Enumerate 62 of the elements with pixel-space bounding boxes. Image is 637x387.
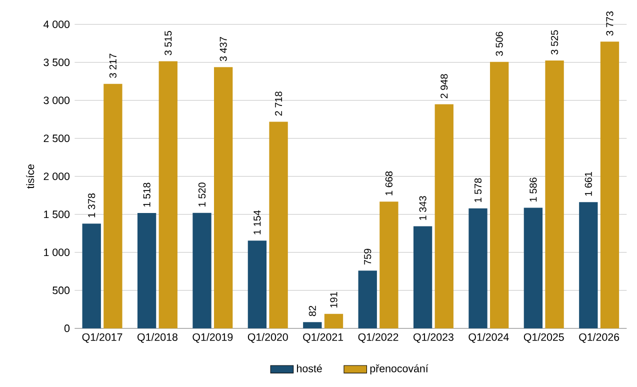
data-label: 1 661 [584,172,592,196]
x-tick-label: Q1/2017 [82,333,122,343]
bar [490,62,509,328]
data-label: 1 668 [385,171,392,196]
data-label: 82 [308,306,316,316]
bar [248,240,267,328]
data-label: 3 217 [109,54,116,78]
x-tick-label: Q1/2019 [192,333,233,343]
x-tick-label: Q1/2018 [138,333,178,343]
data-label: 759 [364,248,372,265]
y-tick-label: 1 000 [44,248,70,256]
data-label: 3 437 [220,37,227,62]
data-label: 3 773 [606,11,614,36]
x-tick-label: Q1/2024 [468,333,509,343]
bar [579,202,598,328]
x-tick-label: Q1/2025 [524,333,564,343]
bar [413,226,432,328]
y-tick-label: 0 [64,324,70,332]
data-label: 1 520 [198,182,206,206]
data-label: 1 154 [254,210,261,234]
data-label: 1 378 [88,193,96,218]
bar [324,314,344,328]
bar [380,202,398,328]
bar [303,322,322,328]
bar [104,84,122,328]
bar [214,67,233,328]
bar [158,61,178,328]
data-label: 3 525 [550,30,558,54]
data-label: 2 718 [274,92,282,116]
bar [192,212,212,328]
y-axis-title: tisíce [26,164,34,189]
x-tick-label: Q1/2023 [414,333,454,343]
bar [524,208,543,328]
bar [468,208,488,328]
y-tick-label: 500 [52,286,70,294]
x-tick-label: Q1/2021 [303,333,344,343]
y-tick-label: 3 000 [44,96,70,104]
bar [358,270,377,328]
data-label: 191 [330,292,338,308]
y-tick-label: 4 000 [44,20,70,28]
bar [269,122,288,328]
data-label: 2 948 [440,74,448,98]
bar [137,212,156,328]
y-tick-label: 2 500 [44,134,70,142]
y-tick-label: 2 000 [44,172,70,180]
data-label: 1 518 [143,182,150,207]
legend-label: hosté [296,364,322,372]
data-label: 1 343 [419,196,426,220]
data-label: 3 515 [164,31,172,56]
bar [600,42,620,328]
bar [434,104,454,328]
y-tick-label: 3 500 [44,58,70,66]
data-label: 1 586 [530,178,537,202]
bar [82,224,101,328]
bar [545,60,564,328]
x-tick-label: Q1/2022 [358,333,398,343]
data-label: 3 506 [496,32,503,56]
x-tick-label: Q1/2026 [579,333,620,343]
x-tick-label: Q1/2020 [248,333,288,343]
legend-label: přenocování [370,364,428,374]
y-tick-label: 1 500 [44,210,70,218]
data-label: 1 578 [474,178,482,202]
